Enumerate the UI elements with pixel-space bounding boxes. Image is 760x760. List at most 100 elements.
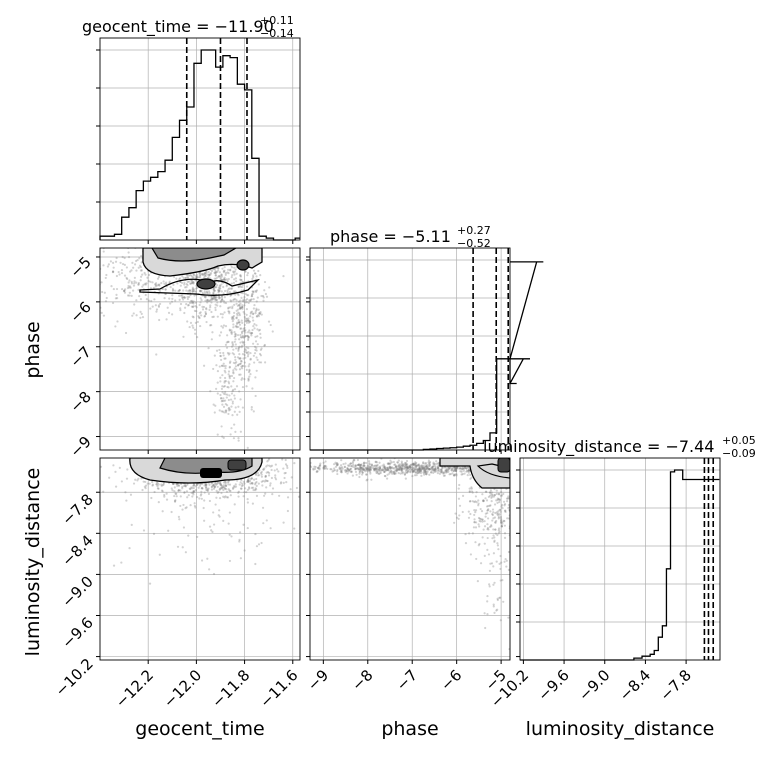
sample-point	[252, 478, 256, 481]
sample-point	[198, 272, 201, 275]
sample-point	[318, 467, 321, 470]
sample-point	[120, 561, 123, 564]
sample-point	[247, 478, 250, 481]
sample-point	[423, 466, 426, 469]
sample-point	[251, 387, 254, 390]
sample-point	[487, 504, 490, 508]
sample-point	[400, 465, 403, 468]
sample-point	[411, 474, 414, 478]
sample-point	[490, 524, 493, 527]
sample-point	[236, 293, 239, 296]
sample-point	[209, 304, 212, 307]
sample-point	[259, 354, 263, 357]
sample-point	[421, 466, 424, 469]
sample-point	[426, 470, 429, 473]
sample-point	[241, 482, 244, 485]
sample-point	[212, 572, 216, 576]
sample-point	[149, 280, 152, 283]
sample-point	[220, 396, 223, 400]
sample-point	[256, 343, 259, 346]
sample-point	[200, 497, 203, 500]
sample-point	[497, 512, 500, 515]
sample-point	[171, 245, 173, 247]
sample-point	[225, 278, 228, 281]
sample-point	[247, 347, 250, 350]
sample-point	[178, 288, 181, 292]
sample-point	[209, 242, 211, 244]
sample-point	[206, 446, 208, 448]
sample-point	[221, 391, 224, 394]
sample-point	[440, 470, 443, 474]
sample-point	[224, 409, 227, 412]
sample-point	[240, 327, 243, 330]
sample-point	[274, 476, 277, 479]
sample-point	[205, 290, 209, 293]
sample-point	[420, 467, 423, 470]
sample-point	[493, 503, 497, 506]
sample-point	[375, 461, 379, 464]
sample-point	[427, 461, 430, 464]
sample-point	[238, 314, 241, 317]
sample-point	[389, 466, 392, 469]
sample-point	[356, 467, 359, 470]
sample-point	[468, 487, 471, 490]
sample-point	[250, 486, 253, 489]
sample-point	[215, 387, 218, 390]
sample-point	[251, 277, 254, 280]
sample-point	[227, 488, 230, 491]
sample-point	[513, 471, 515, 473]
sample-point	[203, 276, 206, 279]
x-tick-label: −6	[437, 666, 465, 694]
sample-point	[197, 452, 199, 454]
sample-point	[434, 466, 437, 469]
sample-point	[424, 465, 427, 468]
sample-point	[209, 306, 212, 309]
sample-point	[556, 462, 558, 464]
sample-point	[339, 467, 343, 470]
sample-point	[165, 492, 168, 495]
sample-point	[348, 463, 351, 466]
sample-point	[506, 517, 509, 520]
sample-point	[322, 467, 325, 470]
sample-point	[223, 296, 226, 299]
sample-point	[525, 504, 527, 506]
sample-point	[469, 500, 472, 503]
sample-point	[136, 479, 139, 482]
sample-point	[232, 437, 236, 440]
sample-point	[515, 481, 517, 483]
sample-point	[453, 466, 456, 469]
sample-point	[218, 289, 221, 292]
sample-point	[513, 460, 515, 462]
sample-point	[136, 258, 139, 262]
sample-point	[363, 464, 366, 467]
sample-point	[186, 496, 189, 499]
sample-point	[196, 276, 199, 279]
sample-point	[226, 496, 230, 499]
sample-point	[540, 465, 542, 467]
sample-point	[414, 471, 417, 474]
sample-point	[332, 463, 336, 466]
sample-point	[238, 410, 241, 413]
sample-point	[191, 286, 194, 289]
sample-point	[202, 305, 206, 309]
sample-point	[181, 485, 184, 488]
sample-point	[240, 359, 243, 363]
sample-point	[123, 289, 126, 292]
sample-point	[429, 467, 432, 470]
sample-point	[219, 451, 221, 453]
sample-point	[515, 500, 517, 502]
sample-point	[227, 310, 230, 313]
sample-point	[448, 467, 451, 471]
sample-point	[495, 519, 498, 523]
sample-point	[230, 535, 233, 538]
sample-point	[232, 318, 235, 321]
title-geocent-time: geocent_time = −11.90	[82, 17, 274, 37]
sample-point	[249, 358, 252, 361]
sample-point	[390, 461, 393, 464]
sample-point	[247, 480, 250, 484]
sample-point	[378, 461, 381, 464]
sample-point	[205, 271, 208, 274]
sample-point	[503, 509, 507, 512]
sample-point	[176, 455, 178, 457]
sample-point	[194, 304, 197, 308]
